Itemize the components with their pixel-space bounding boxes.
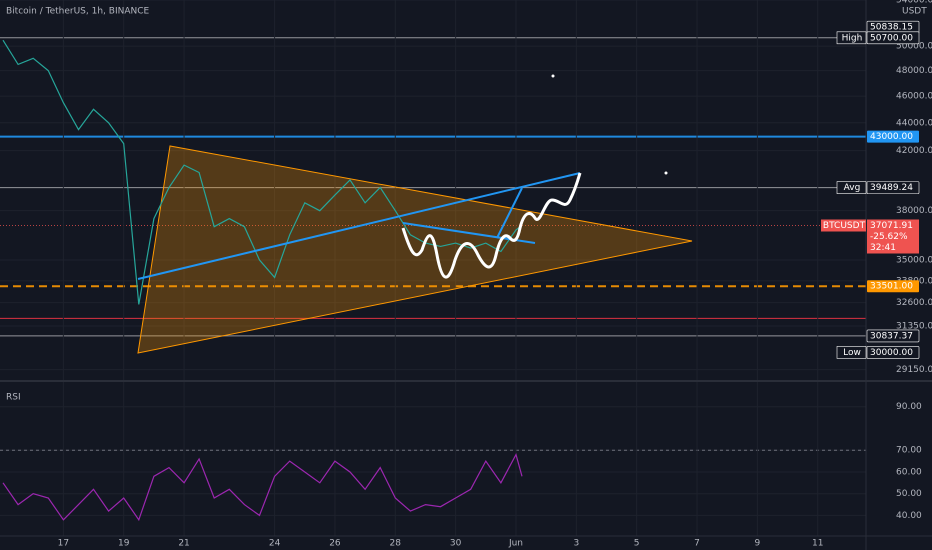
price-tag: [866, 329, 920, 343]
price-tag-name-box: [836, 346, 867, 359]
series-line: [2, 39, 523, 305]
dot: [664, 171, 668, 175]
y-tick-label: 29150.00: [896, 365, 932, 375]
price-tag: [866, 346, 920, 359]
y-tick-label: 50000.00: [896, 42, 932, 52]
x-tick-label: 28: [390, 539, 402, 549]
y-tick-label: 35000.00: [896, 255, 932, 265]
y-tick-label: 38000.00: [896, 206, 932, 216]
x-tick-label: 11: [812, 539, 823, 549]
x-tick-label: 9: [755, 539, 761, 549]
price-tag-label: 33501.00: [870, 282, 913, 292]
y-tick-label: 50.00: [896, 489, 922, 499]
unit-label: USDT: [902, 7, 927, 17]
price-tag-label: 30000.00: [870, 348, 913, 358]
x-tick-label: 17: [58, 539, 69, 549]
price-tag-label: 39489.24: [870, 183, 913, 193]
price-tag: [866, 31, 920, 45]
chart-title: Bitcoin / TetherUS, 1h, BINANCE: [6, 7, 150, 17]
last-price-countdown: 32:41: [870, 243, 896, 253]
x-tick-label: 5: [634, 539, 640, 549]
y-tick-label: 54000.00: [896, 0, 932, 6]
trend-line: [496, 187, 523, 239]
y-tick-label: 60.00: [896, 467, 922, 477]
drawings: [137, 145, 693, 354]
y-tick-label: 48000.00: [896, 66, 932, 76]
x-tick-label: 30: [450, 539, 462, 549]
price-tag: [867, 130, 919, 143]
triangle-drawing: [137, 145, 693, 354]
price-tag-name-box: [836, 31, 867, 45]
y-tick-label: 70.00: [896, 446, 922, 456]
price-tag: [867, 280, 919, 293]
last-price-name-box: [821, 219, 866, 232]
y-tick-label: 90.00: [896, 402, 922, 412]
last-price-change: -25.62%: [870, 232, 908, 242]
last-price-label: 37071.91: [870, 221, 913, 231]
y-tick-label: 42000.00: [896, 146, 932, 156]
axes: 54000.00 50000.00 48000.00 46000.00 44000.00…: [58, 0, 932, 549]
x-tick-label: Jun: [508, 539, 523, 549]
grid: [0, 0, 866, 536]
overlay: [137, 74, 668, 280]
price-tag-label: 50700.00: [870, 33, 913, 43]
x-tick-label: 7: [694, 539, 700, 549]
y-tick-label: 32600.00: [896, 298, 932, 308]
series-line: [2, 452, 523, 522]
price-tag-name-box: [836, 181, 867, 194]
series: [2, 39, 523, 522]
brush-drawing: [401, 172, 582, 279]
price-tag: [866, 181, 920, 194]
price-tag-label: 43000.00: [870, 132, 913, 142]
last-price-tag: [867, 219, 919, 254]
x-tick-label: 24: [269, 539, 281, 549]
x-tick-label: 21: [178, 539, 189, 549]
indicator-title: RSI: [6, 393, 21, 403]
y-tick-label: 44000.00: [896, 118, 932, 128]
price-tag-label: 30837.37: [870, 331, 913, 341]
x-tick-label: 26: [329, 539, 341, 549]
y-tick-label: 40.00: [896, 511, 922, 521]
last-price-name: BTCUSDT: [823, 221, 866, 231]
x-tick-label: 3: [573, 539, 579, 549]
price-tag-label: 50838.15: [870, 23, 913, 33]
price-tag-name: Avg: [844, 183, 861, 193]
y-tick-label: 46000.00: [896, 92, 932, 102]
price-tag-name: Low: [843, 348, 861, 358]
x-tick-label: 19: [118, 539, 130, 549]
dot: [551, 74, 555, 78]
y-tick-label: 31350.00: [896, 322, 932, 332]
trend-line: [137, 172, 581, 280]
price-tag-name: High: [842, 33, 863, 43]
